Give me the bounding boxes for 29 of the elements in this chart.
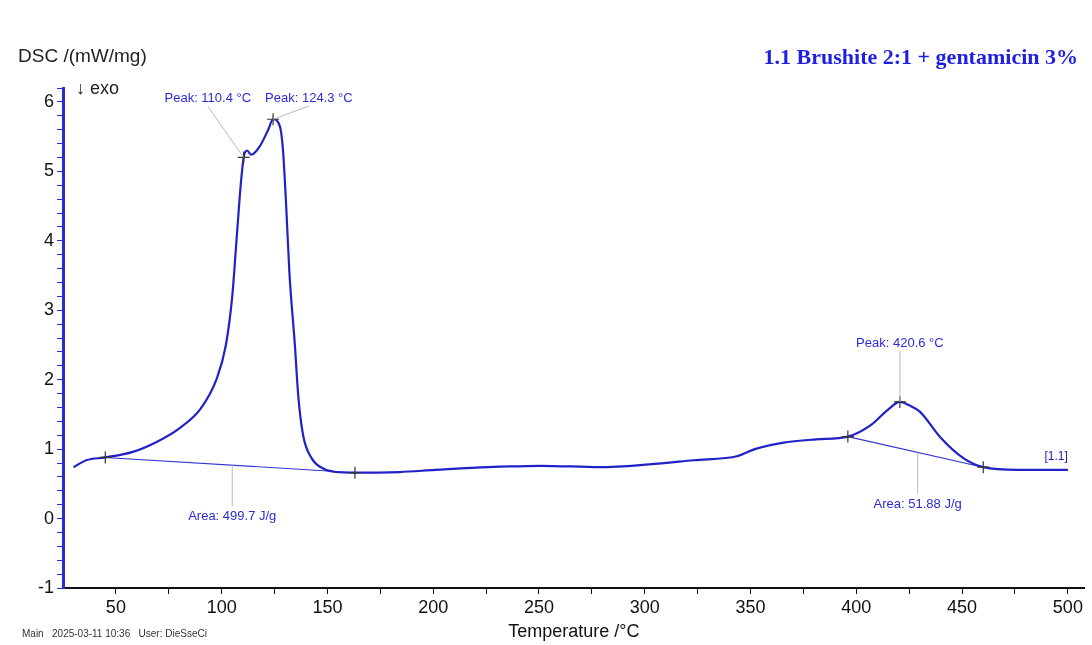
y-tick-label: 4	[43, 229, 54, 250]
x-tick-label: 150	[312, 596, 343, 617]
y-tick-label: 2	[43, 368, 54, 389]
x-tick-label: 300	[629, 596, 660, 617]
x-tick-label: 500	[1052, 596, 1083, 617]
x-tick-label: 250	[523, 596, 555, 617]
series-label: [1.1]	[1044, 448, 1068, 463]
x-axis-title: Temperature /°C	[508, 621, 640, 642]
y-tick-label: 5	[43, 160, 54, 181]
x-tick-label: 350	[735, 596, 766, 617]
annotation: Area: 499.7 J/g	[188, 508, 277, 524]
text: Main 2025-03-11 10:36 User: DieSseCi	[22, 628, 207, 639]
chart-title: 1.1 Brushite 2:1 + gentamicin 3%	[763, 44, 1078, 70]
annotation: Area: 51.88 J/g	[873, 495, 962, 511]
x-tick-label: 200	[418, 596, 449, 617]
annotation: ↓ exo	[76, 78, 120, 99]
annotation: Peak: 124.3 °C	[265, 90, 353, 105]
y-tick-label: 6	[43, 90, 54, 111]
y-tick-label: 0	[43, 507, 54, 528]
x-tick-label: 100	[206, 596, 237, 617]
y-axis-title: DSC /(mW/mg)	[18, 45, 147, 67]
annotation: Peak: 420.6 °C	[856, 334, 944, 350]
y-tick-label: 3	[43, 299, 54, 320]
x-tick-label: 450	[947, 596, 978, 617]
y-tick-label: -1	[37, 576, 54, 597]
y-tick-label: 1	[43, 438, 54, 459]
x-tick-label: 50	[105, 596, 126, 617]
annotation: Peak: 110.4 °C	[164, 90, 252, 106]
x-tick-label: 400	[841, 596, 872, 617]
